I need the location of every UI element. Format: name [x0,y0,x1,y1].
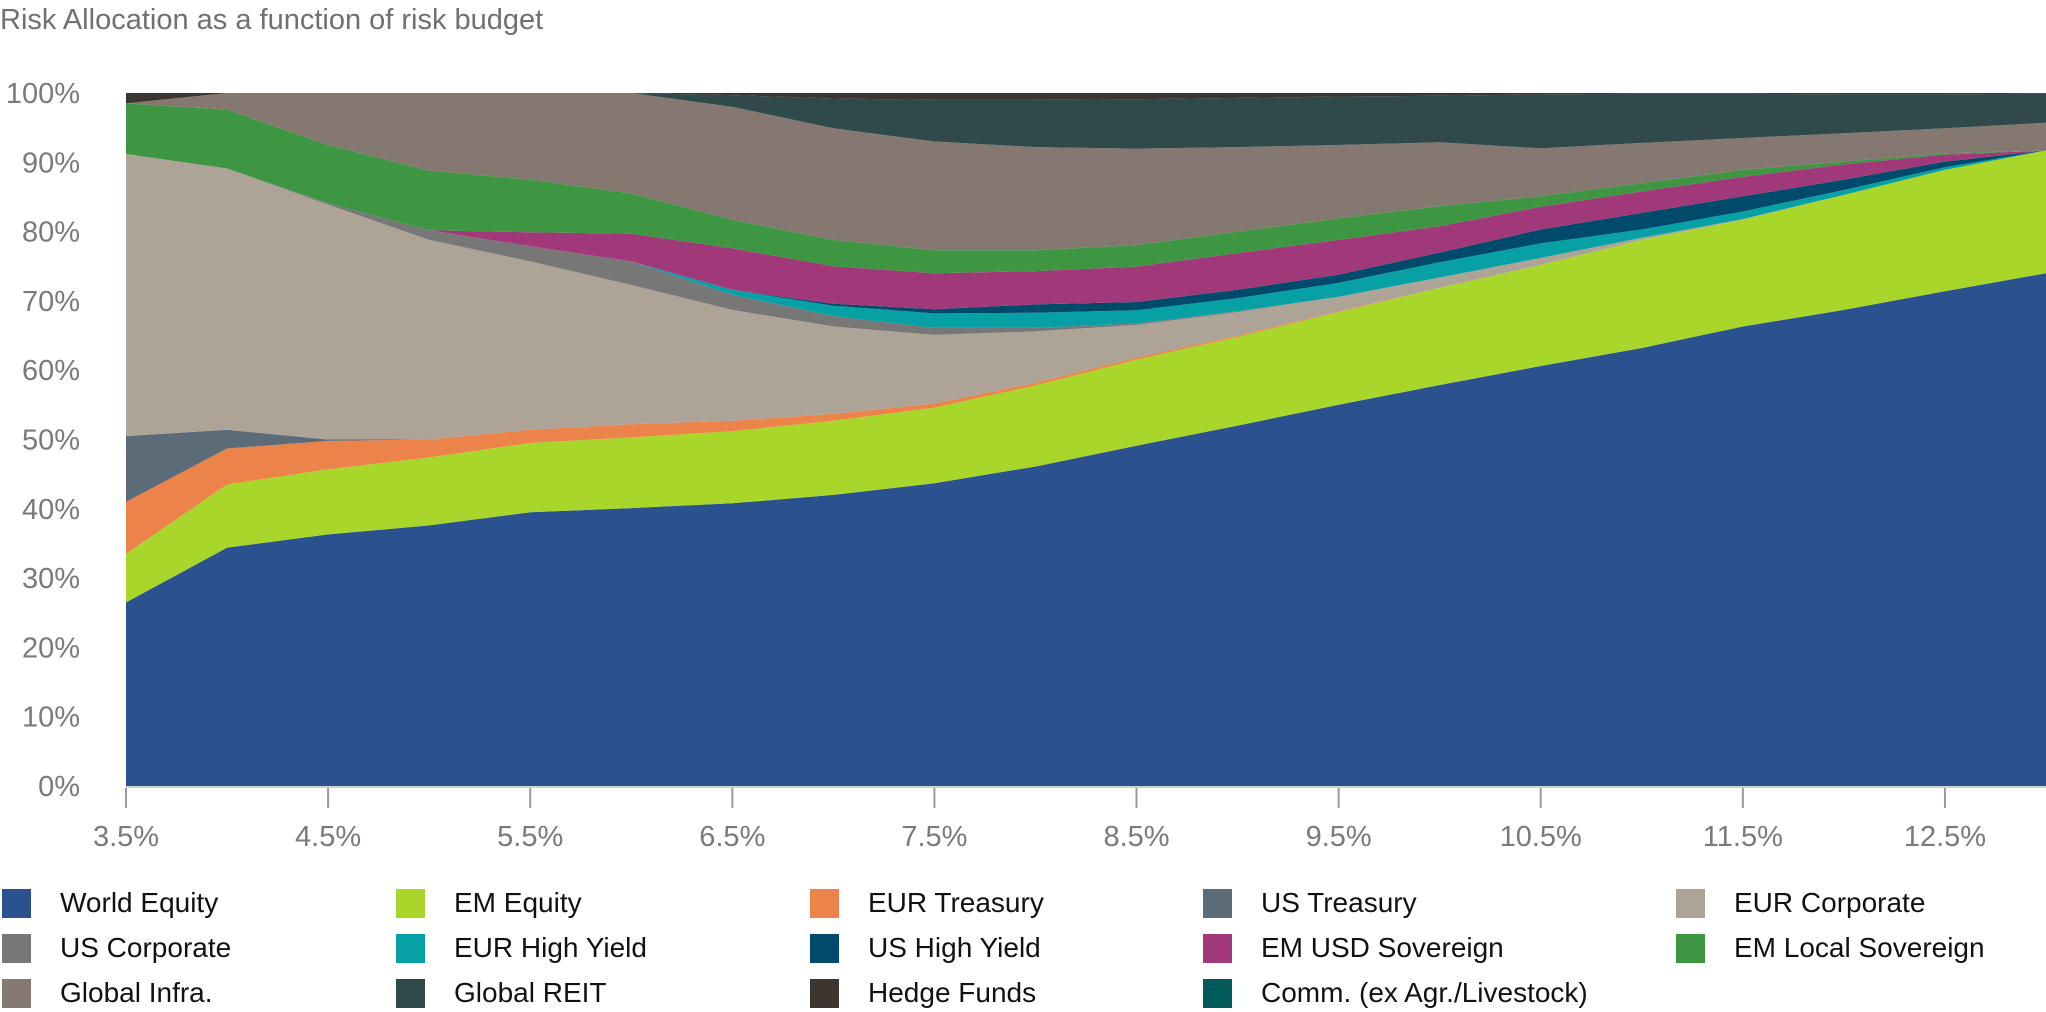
area-global-reit [126,93,2046,149]
y-tick-label: 70% [22,286,80,318]
legend: World Equity EM Equity EUR Treasury US Trea… [0,886,2046,1012]
legend-item: EM Equity [396,886,582,920]
chart-title: Risk Allocation as a function of risk bu… [0,4,544,36]
legend-label: EUR Treasury [868,887,1044,918]
legend-swatch [1203,933,1232,963]
x-tick-label: 12.5% [1904,821,1986,853]
stacked-area-chart: 3.5% 4.5% 5.5% 6.5% 7.5% 8.5% 9.5% 10.5% 11.5% 12… [6,78,2046,853]
legend-item: Global Infra. [2,976,213,1010]
y-tick-label: 20% [22,632,80,664]
legend-label: EUR Corporate [1734,887,1926,918]
legend-item: US High Yield [810,931,1041,965]
area-world-equity [126,273,2046,786]
legend-label: EM Local Sovereign [1734,932,1985,963]
area-eur-corporate [126,150,2046,440]
legend-label: EM USD Sovereign [1261,932,1504,963]
legend-item: Comm. (ex Agr./Livestock) [1203,976,1588,1010]
y-tick-label: 0% [38,771,80,803]
area-em-usd-sovereign [126,150,2046,310]
y-tick-label: 50% [22,425,80,457]
x-tick-label: 11.5% [1703,821,1783,853]
legend-swatch [810,933,839,963]
legend-item: Hedge Funds [810,976,1036,1010]
legend-swatch [2,933,31,963]
area-global-infra [126,93,2046,251]
x-axis: 3.5% 4.5% 5.5% 6.5% 7.5% 8.5% 9.5% 10.5% 11.5% 12… [93,788,1986,853]
legend-swatch [396,933,425,963]
y-tick-label: 90% [22,147,80,179]
legend-item: US Treasury [1203,886,1417,920]
y-tick-label: 40% [22,494,80,526]
area-hedge-funds [126,93,2046,104]
legend-item: EUR Treasury [810,886,1044,920]
x-tick-label: 10.5% [1500,821,1582,853]
legend-item: EUR Corporate [1676,886,1925,920]
legend-label: EM Equity [454,887,582,918]
y-tick-label: 80% [22,217,80,249]
y-tick-label: 100% [6,78,80,110]
legend-swatch [2,978,31,1008]
legend-item: EM USD Sovereign [1203,931,1504,965]
legend-item: US Corporate [2,931,231,965]
x-tick-label: 3.5% [93,821,159,853]
legend-swatch [810,978,839,1008]
legend-label: Global Infra. [60,977,213,1008]
y-axis: 0% 10% 20% 30% 40% 50% 60% 70% 80% 90% 100% [6,78,80,803]
legend-label: Comm. (ex Agr./Livestock) [1261,977,1588,1008]
area-em-local-sovereign [126,103,2046,274]
legend-swatch [1203,978,1232,1008]
legend-swatch [2,888,31,918]
legend-swatch [1676,933,1705,963]
legend-label: Global REIT [454,977,607,1008]
y-tick-label: 30% [22,563,80,595]
legend-swatch [810,888,839,918]
legend-label: US Corporate [60,932,232,963]
legend-label: Hedge Funds [868,977,1037,1008]
x-tick-label: 6.5% [699,821,765,853]
legend-swatch [396,888,425,918]
x-tick-label: 5.5% [497,821,563,853]
x-tick-label: 4.5% [295,821,361,853]
legend-item: Global REIT [396,976,607,1010]
legend-item: EM Local Sovereign [1676,931,1985,965]
y-tick-label: 60% [22,355,80,387]
legend-label: US Treasury [1261,887,1417,918]
legend-item: World Equity [2,886,218,920]
x-tick-label: 8.5% [1103,821,1169,853]
legend-swatch [1676,888,1705,918]
legend-swatch [1203,888,1232,918]
legend-label: EUR High Yield [454,932,647,963]
legend-label: World Equity [60,887,219,918]
legend-label: US High Yield [868,932,1041,963]
legend-swatch [396,978,425,1008]
legend-item: EUR High Yield [396,931,647,965]
area-em-equity [126,150,2046,603]
x-tick-label: 9.5% [1306,821,1372,853]
area-layers [126,93,2046,786]
x-tick-label: 7.5% [901,821,967,853]
y-tick-label: 10% [22,702,80,734]
